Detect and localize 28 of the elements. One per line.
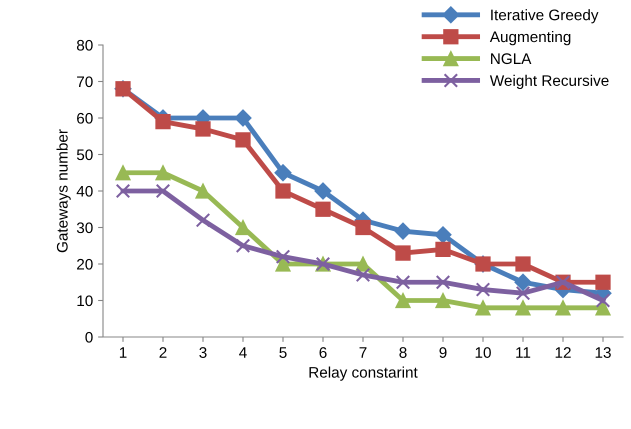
- y-tick-label: 70: [77, 76, 93, 88]
- x-tick-label: 9: [439, 347, 447, 358]
- x-tick-label: 11: [516, 347, 530, 358]
- x-tick-label: 13: [596, 347, 611, 358]
- x-tick-label: 6: [320, 347, 327, 358]
- y-axis-title: Gateways number: [56, 129, 71, 252]
- y-tick-label: 0: [85, 332, 93, 343]
- x-tick-label: 5: [279, 347, 287, 358]
- x-tick-label: 4: [239, 347, 247, 358]
- x-axis-title: Relay constarint: [309, 366, 418, 381]
- y-tick-label: 80: [76, 40, 93, 51]
- x-tick-label: 2: [160, 347, 166, 358]
- legend-label: Weight Recursive: [490, 74, 609, 89]
- legend-label: Augmenting: [490, 30, 570, 46]
- x-tick-label: 7: [360, 347, 366, 358]
- y-tick-label: 10: [77, 295, 93, 306]
- x-tick-label: 3: [199, 347, 207, 358]
- legend-label: NGLA: [491, 53, 532, 64]
- x-tick-label: 1: [120, 347, 127, 358]
- x-tick-label: 8: [399, 347, 407, 358]
- y-tick-label: 30: [76, 222, 93, 234]
- x-tick-label: 12: [556, 347, 571, 358]
- y-tick-label: 60: [77, 112, 93, 124]
- legend-label: Iterative Greedy: [491, 9, 598, 24]
- y-tick-label: 50: [76, 149, 93, 160]
- x-tick-label: 10: [476, 347, 491, 358]
- y-tick-label: 20: [77, 258, 93, 270]
- y-tick-label: 40: [76, 186, 93, 197]
